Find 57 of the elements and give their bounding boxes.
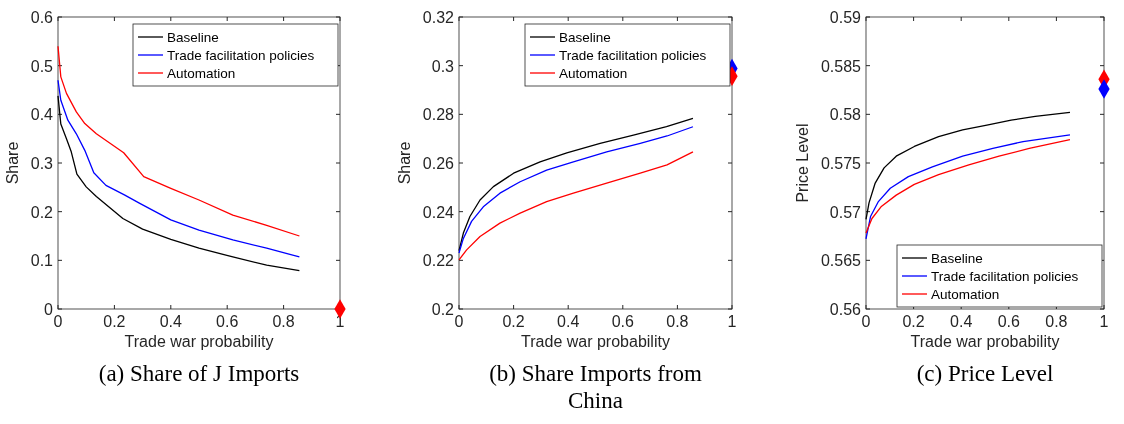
y-tick-label: 0.2 [30, 203, 54, 221]
y-tick-label: 0.56 [829, 301, 862, 318]
y-axis-title: Price Level [794, 123, 811, 203]
x-axis-title: Trade war probability [910, 333, 1060, 350]
y-axis-title: Share [3, 141, 21, 185]
x-tick-label: 0.6 [216, 313, 239, 330]
x-tick-label: 0.8 [666, 313, 689, 330]
text: (c) Price Level [916, 361, 1054, 386]
y-tick-label: 0.5 [30, 57, 54, 75]
x-tick-label: 0.4 [557, 313, 580, 330]
line-series [57, 95, 301, 272]
y-tick-label: 0.58 [829, 106, 862, 124]
line-series [865, 111, 1071, 221]
x-tick-label: 0.2 [502, 313, 525, 330]
y-tick-label: 0.59 [829, 9, 862, 26]
x-axis-title: Trade war probability [124, 333, 274, 350]
y-tick-label: 0.585 [820, 57, 862, 75]
y-tick-label: 0.26 [422, 155, 455, 172]
x-axis-title: Trade war probability [521, 333, 670, 350]
y-tick-label: 0.565 [820, 252, 862, 270]
x-tick-label: 1 [1099, 313, 1109, 330]
line-series [458, 151, 694, 261]
y-tick-label: 0.24 [422, 203, 455, 221]
legend-label: Trade facilitation policies [559, 48, 707, 63]
x-tick-label: 1 [727, 313, 737, 330]
y-tick-label: 0.4 [30, 106, 54, 124]
legend-label: Trade facilitation policies [931, 269, 1079, 284]
text: (a) Share of J Imports [98, 361, 300, 386]
y-tick-label: 0.6 [30, 9, 54, 26]
legend-label: Baseline [167, 30, 219, 45]
legend-label: Baseline [931, 251, 983, 266]
y-tick-label: 0.28 [422, 106, 455, 124]
y-tick-label: 0 [44, 301, 54, 318]
x-tick-label: 0.8 [1045, 313, 1068, 330]
y-tick-label: 0.22 [422, 252, 455, 270]
x-tick-label: 0.2 [103, 313, 126, 330]
y-tick-label: 0.575 [820, 155, 862, 172]
legend-label: Baseline [559, 30, 611, 45]
x-tick-label: 0.6 [611, 313, 635, 330]
legend-label: Automation [931, 287, 1000, 302]
legend-label: Automation [167, 66, 236, 81]
line-series [57, 79, 301, 258]
x-tick-label: 0.4 [159, 313, 183, 330]
y-tick-label: 0.57 [829, 203, 862, 221]
y-tick-label: 0.1 [30, 252, 54, 270]
x-tick-label: 0.8 [272, 313, 295, 330]
x-tick-label: 0.4 [950, 313, 973, 330]
y-tick-label: 0.32 [422, 9, 455, 26]
y-tick-label: 0.3 [30, 155, 54, 172]
y-tick-label: 0.3 [431, 57, 455, 75]
x-tick-label: 0.6 [997, 313, 1021, 330]
legend-label: Automation [559, 66, 628, 81]
x-tick-label: 0.2 [902, 313, 925, 330]
y-axis-title: Share [395, 141, 413, 185]
y-tick-label: 0.2 [431, 301, 455, 318]
text: (b) Share Imports from China [489, 361, 702, 413]
legend-label: Trade facilitation policies [167, 48, 315, 63]
